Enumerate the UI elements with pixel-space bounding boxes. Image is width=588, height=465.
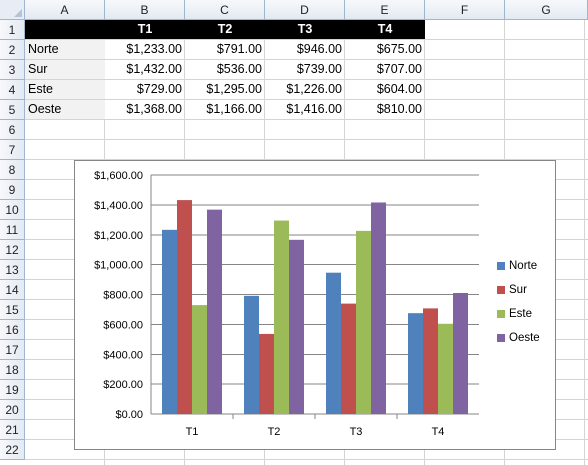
value-cell[interactable]: $729.00	[136, 82, 182, 96]
bar-sur-t1[interactable]	[177, 200, 192, 414]
row-header-12[interactable]: 12	[0, 240, 25, 260]
y-tick-label: $600.00	[103, 319, 143, 331]
row-header-3[interactable]: 3	[0, 60, 25, 80]
clustered-column-chart[interactable]: $0.00 $200.00 $400.00 $600.00 $800.00 $1,000.…	[74, 160, 556, 450]
bar-oeste-t2[interactable]	[289, 239, 304, 414]
row-label-norte[interactable]: Norte	[25, 40, 105, 59]
row-header-13[interactable]: 13	[0, 260, 25, 280]
bar-norte-t4[interactable]	[408, 313, 423, 414]
y-tick-label: $0.00	[115, 409, 143, 421]
row-header-22[interactable]: 22	[0, 440, 25, 460]
column-header-e[interactable]: E	[345, 0, 425, 20]
value-cell[interactable]: $1,226.00	[286, 82, 342, 96]
legend-label: Norte	[509, 260, 538, 272]
header-cell-t4[interactable]: T4	[345, 20, 425, 39]
bar-norte-t3[interactable]	[326, 272, 341, 414]
y-tick-label: $1,000.00	[94, 260, 143, 272]
legend-label: Este	[509, 308, 533, 320]
row-header-17[interactable]: 17	[0, 340, 25, 360]
bar-norte-t2[interactable]	[244, 295, 259, 414]
column-header-c[interactable]: C	[185, 0, 265, 20]
header-cell-t1[interactable]: T1	[105, 20, 185, 39]
row-header-21[interactable]: 21	[0, 420, 25, 440]
row-header-2[interactable]: 2	[0, 40, 25, 60]
column-header-f[interactable]: F	[425, 0, 505, 20]
row-label-sur[interactable]: Sur	[25, 60, 105, 79]
y-tick-label: $1,400.00	[94, 200, 143, 212]
bar-sur-t2[interactable]	[259, 333, 274, 414]
legend-swatch	[497, 262, 505, 270]
y-tick-label: $800.00	[103, 290, 143, 302]
value-cell[interactable]: $1,295.00	[206, 82, 262, 96]
row-header-4[interactable]: 4	[0, 80, 25, 100]
value-cell[interactable]: $604.00	[376, 82, 422, 96]
value-cell[interactable]: $791.00	[216, 42, 262, 56]
value-cell[interactable]: $1,233.00	[126, 42, 182, 56]
row-header-20[interactable]: 20	[0, 400, 25, 420]
column-header-d[interactable]: D	[265, 0, 345, 20]
row-header-9[interactable]: 9	[0, 180, 25, 200]
row-label-oeste[interactable]: Oeste	[25, 100, 105, 119]
value-cell[interactable]: $946.00	[296, 42, 342, 56]
column-header-g[interactable]: G	[505, 0, 588, 20]
bar-este-t2[interactable]	[274, 220, 289, 414]
row-header-15[interactable]: 15	[0, 300, 25, 320]
bar-sur-t3[interactable]	[341, 303, 356, 414]
column-header-a[interactable]: A	[25, 0, 105, 20]
value-cell[interactable]: $1,368.00	[126, 102, 182, 116]
legend-swatch	[497, 310, 505, 318]
row-header-11[interactable]: 11	[0, 220, 25, 240]
row-header-18[interactable]: 18	[0, 360, 25, 380]
value-cell[interactable]: $707.00	[376, 62, 422, 76]
header-cell-t2[interactable]: T2	[185, 20, 265, 39]
row-header-10[interactable]: 10	[0, 200, 25, 220]
value-cell[interactable]: $1,416.00	[286, 102, 342, 116]
value-cell[interactable]: $675.00	[376, 42, 422, 56]
header-cell-t3[interactable]: T3	[265, 20, 345, 39]
row-label-este[interactable]: Este	[25, 80, 105, 99]
bar-oeste-t1[interactable]	[207, 209, 222, 414]
value-cell[interactable]: $810.00	[376, 102, 422, 116]
x-tick-label: T4	[432, 426, 445, 438]
bar-oeste-t4[interactable]	[453, 293, 468, 414]
value-cell[interactable]: $536.00	[216, 62, 262, 76]
legend-swatch	[497, 334, 505, 342]
y-tick-label: $400.00	[103, 349, 143, 361]
bar-este-t1[interactable]	[192, 305, 207, 414]
row-header-6[interactable]: 6	[0, 120, 25, 140]
legend-label: Oeste	[509, 332, 540, 344]
value-cell[interactable]: $1,166.00	[206, 102, 262, 116]
y-tick-label: $200.00	[103, 379, 143, 391]
cell-a1[interactable]	[25, 20, 105, 39]
row-header-19[interactable]: 19	[0, 380, 25, 400]
row-header-8[interactable]: 8	[0, 160, 25, 180]
bar-este-t4[interactable]	[438, 323, 453, 414]
row-header-14[interactable]: 14	[0, 280, 25, 300]
y-tick-label: $1,600.00	[94, 170, 143, 182]
chart-plot: $0.00 $200.00 $400.00 $600.00 $800.00 $1,000.…	[94, 170, 479, 438]
row-header-16[interactable]: 16	[0, 320, 25, 340]
row-header-7[interactable]: 7	[0, 140, 25, 160]
x-tick-label: T2	[268, 426, 281, 438]
x-tick-label: T3	[350, 426, 363, 438]
value-cell[interactable]: $739.00	[296, 62, 342, 76]
x-tick-label: T1	[186, 426, 199, 438]
legend-swatch	[497, 286, 505, 294]
select-all-triangle-icon	[14, 9, 22, 17]
legend-label: Sur	[509, 284, 527, 296]
bar-oeste-t3[interactable]	[371, 202, 386, 414]
row-header-5[interactable]: 5	[0, 100, 25, 120]
bar-este-t3[interactable]	[356, 230, 371, 414]
row-header-1[interactable]: 1	[0, 20, 25, 40]
value-cell[interactable]: $1,432.00	[126, 62, 182, 76]
bar-sur-t4[interactable]	[423, 308, 438, 414]
y-tick-label: $1,200.00	[94, 230, 143, 242]
column-header-b[interactable]: B	[105, 0, 185, 20]
select-all-corner[interactable]	[0, 0, 25, 20]
bar-norte-t1[interactable]	[162, 229, 177, 414]
